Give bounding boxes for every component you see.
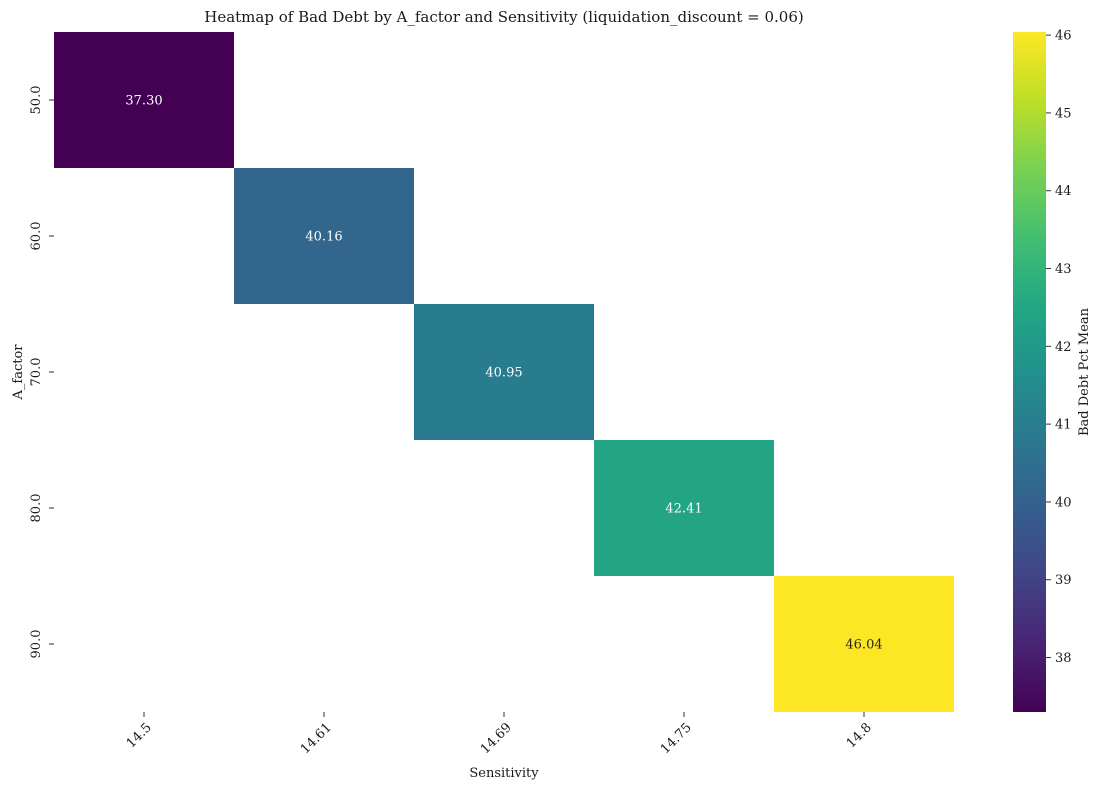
colorbar-tick-label: 44 [1055,184,1072,199]
x-axis-label: Sensitivity [469,766,539,781]
colorbar-label: Bad Debt Pct Mean [1077,307,1092,436]
y-axis-label: A_factor [11,344,26,401]
colorbar-tick-label: 42 [1055,340,1072,355]
heatmap-cell-labels: 37.30 40.16 40.95 42.41 46.04 [125,94,882,653]
x-tick-label: 14.69 [478,720,515,757]
x-tick-label: 14.5 [124,720,155,751]
colorbar-gradient [1013,32,1046,712]
x-axis-ticks: 14.5 14.61 14.69 14.75 14.8 [124,712,875,757]
heatmap-cell [594,440,774,576]
colorbar-tick-label: 45 [1055,106,1072,121]
heatmap-cells [54,32,954,712]
heatmap-cell-label: 40.95 [485,366,522,381]
colorbar-tick-label: 43 [1055,262,1072,277]
heatmap-cell-label: 40.16 [305,230,342,245]
chart-title: Heatmap of Bad Debt by A_factor and Sens… [204,8,803,26]
x-tick-label: 14.61 [298,720,335,757]
y-tick-label: 60.0 [29,222,44,251]
x-tick-label: 14.8 [844,720,875,751]
colorbar-tick-label: 40 [1055,495,1072,510]
heatmap-cell [234,168,414,304]
colorbar-tick-label: 41 [1055,418,1072,433]
heatmap-cell [54,32,234,168]
colorbar-ticks: 38 39 40 41 42 43 44 45 46 [1046,29,1072,666]
y-tick-label: 90.0 [29,630,44,659]
heatmap-cell [414,304,594,440]
colorbar-tick-label: 39 [1055,573,1072,588]
y-tick-label: 50.0 [29,86,44,115]
y-tick-label: 80.0 [29,494,44,523]
heatmap-cell-label: 42.41 [665,502,702,517]
heatmap-cell-label: 37.30 [125,94,162,109]
colorbar [1013,32,1046,712]
colorbar-tick-label: 46 [1055,29,1072,44]
heatmap-cell-label: 46.04 [845,638,882,653]
y-tick-label: 70.0 [29,358,44,387]
heatmap-cell [774,576,954,712]
colorbar-tick-label: 38 [1055,651,1072,666]
x-tick-label: 14.75 [658,720,695,757]
y-axis-ticks: 50.0 60.0 70.0 80.0 90.0 [29,86,54,659]
